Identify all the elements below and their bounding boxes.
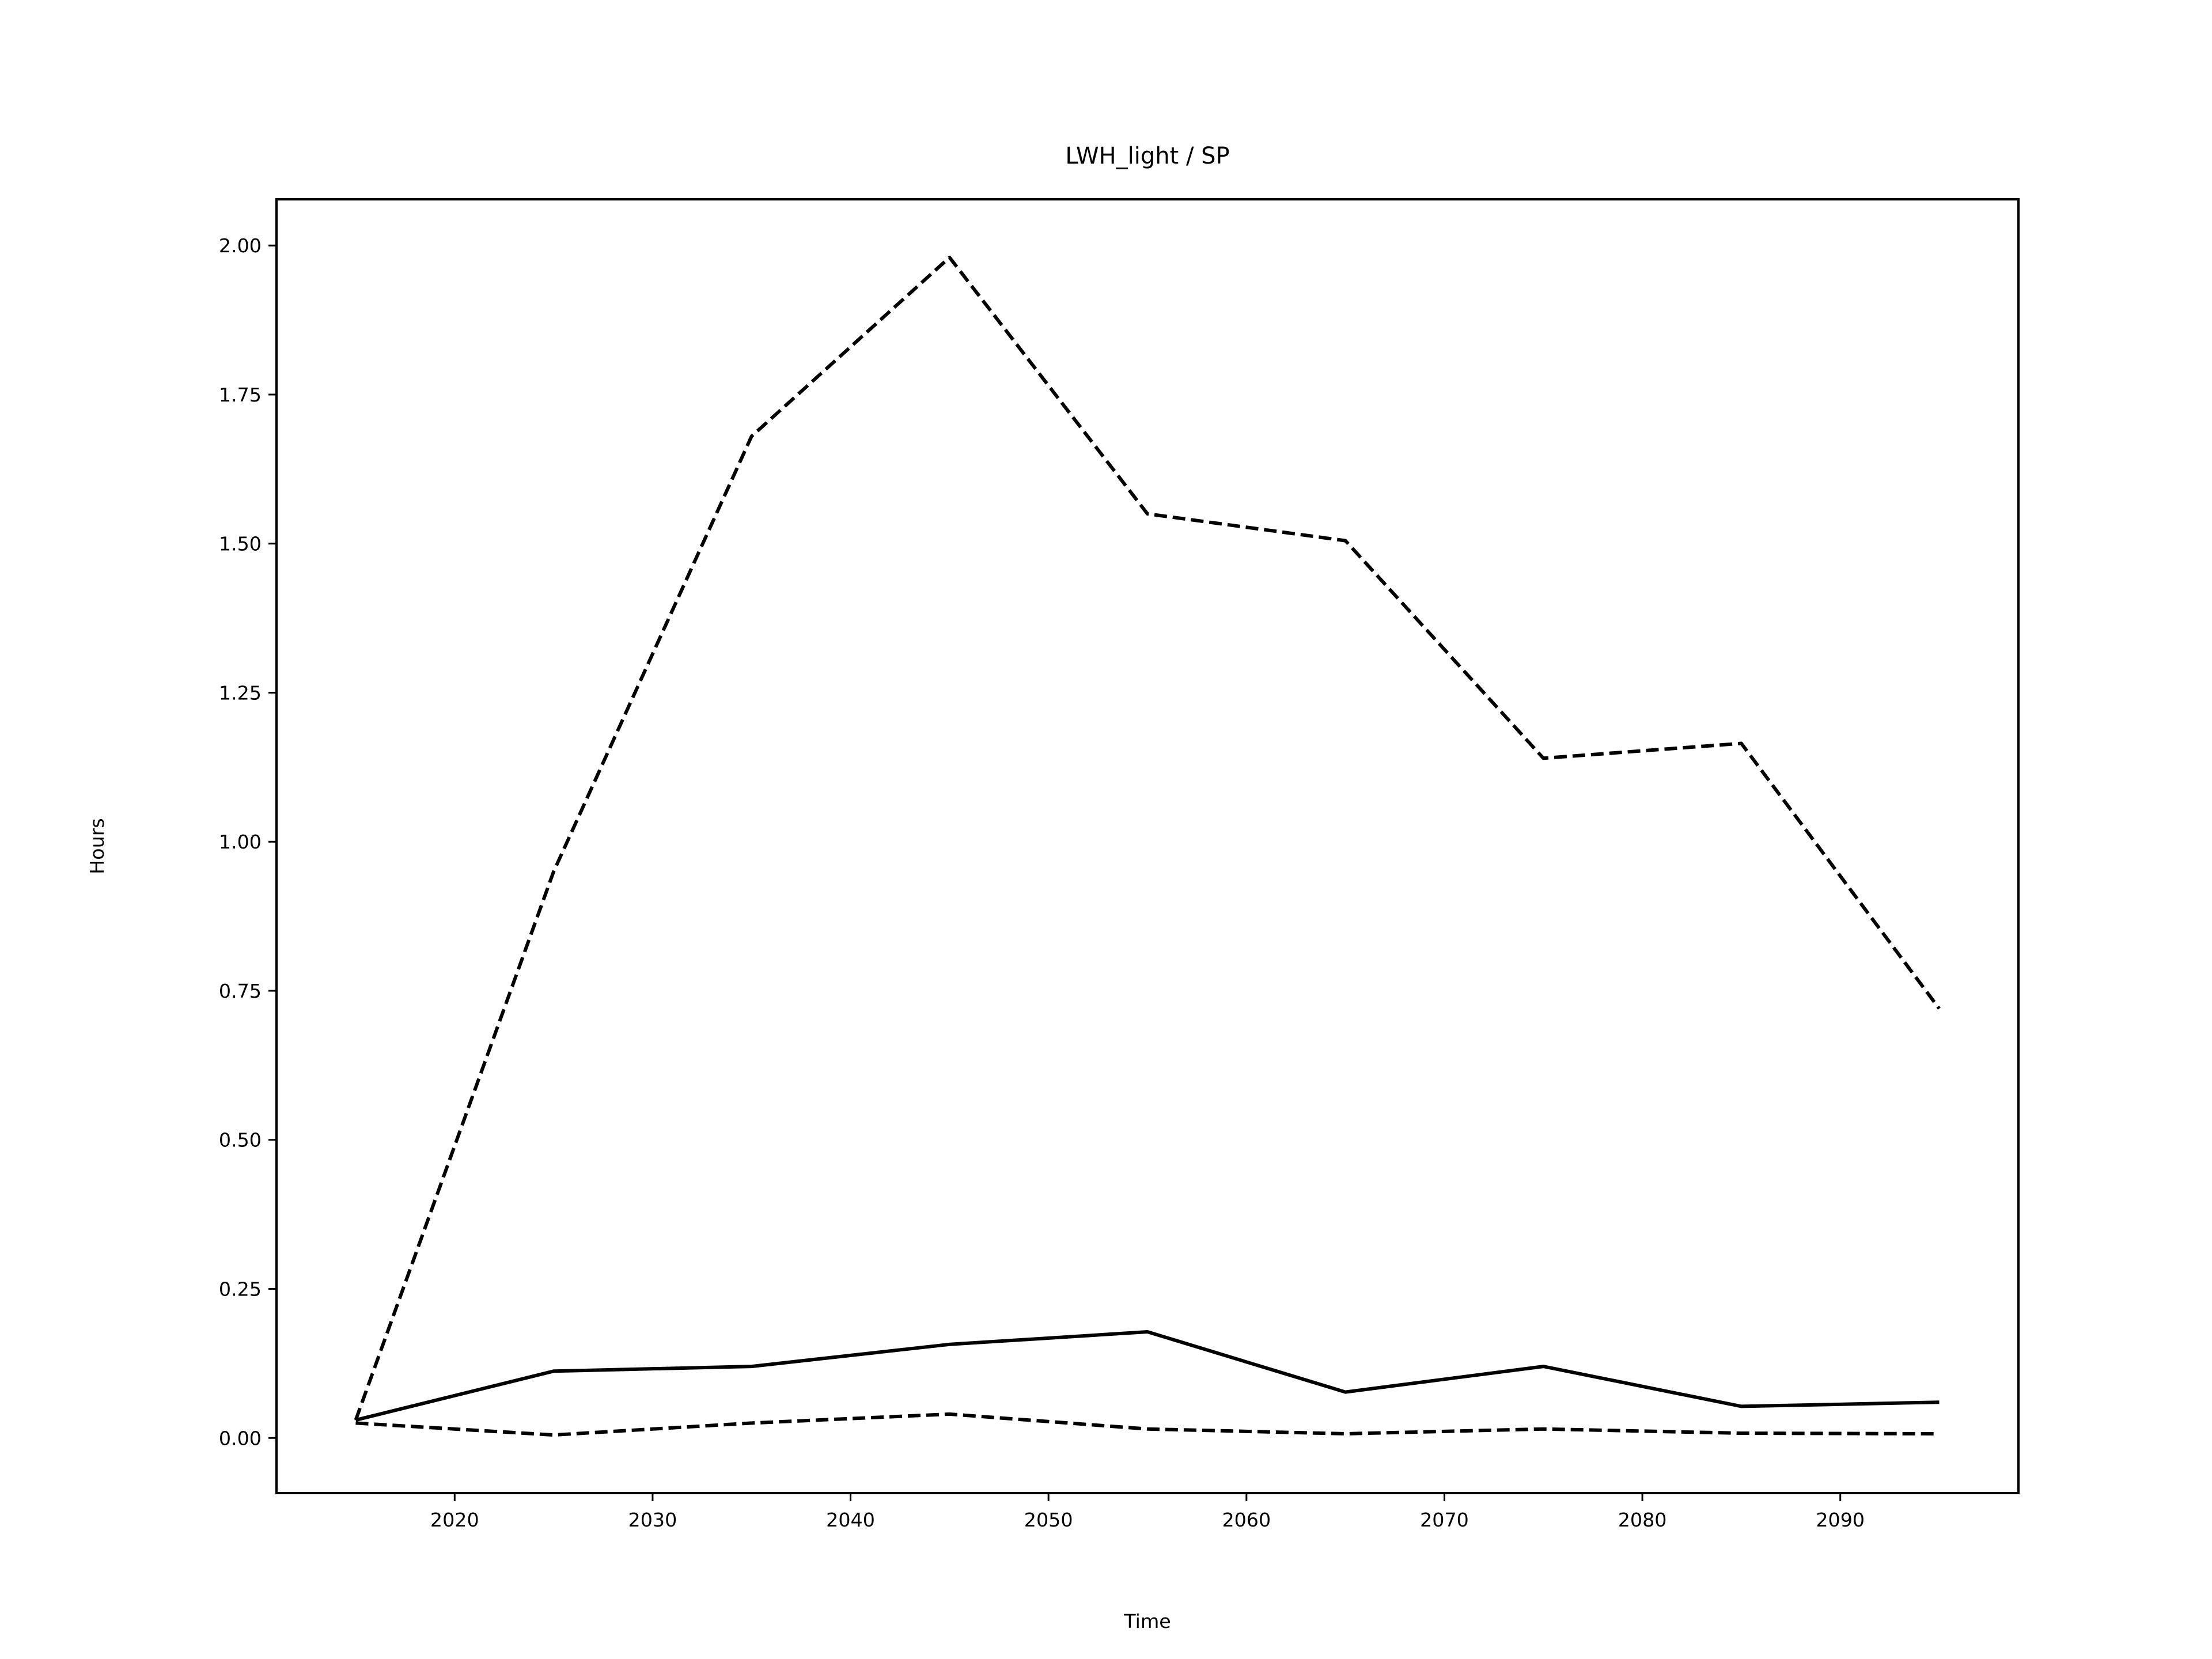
series-line-1-dashed — [354, 255, 1941, 1421]
series-layer — [354, 255, 1941, 1437]
y-tick-label: 1.75 — [219, 384, 262, 406]
y-tick-label: 1.00 — [219, 831, 262, 853]
x-tick-label: 2070 — [1420, 1509, 1469, 1531]
y-tick-label: 0.25 — [219, 1278, 262, 1301]
x-tick-label: 2030 — [628, 1509, 677, 1531]
x-tick-label: 2050 — [1024, 1509, 1073, 1531]
chart-title: LWH_light / SP — [1065, 143, 1229, 169]
y-axis: 0.00 0.25 0.50 0.75 1.00 1.25 1.50 1.75 2.00 — [219, 234, 276, 1449]
y-tick-label: 0.75 — [219, 980, 262, 1002]
y-tick-label: 2.00 — [219, 234, 262, 257]
y-tick-label: 0.00 — [219, 1427, 262, 1449]
x-axis-label: Time — [1123, 1610, 1171, 1633]
x-tick-label: 2090 — [1816, 1509, 1865, 1531]
x-tick-label: 2060 — [1222, 1509, 1271, 1531]
series-line-2-solid — [355, 1330, 1940, 1422]
x-tick-label: 2020 — [430, 1509, 479, 1531]
x-axis: 2020 2030 2040 2050 2060 2070 2080 2090 — [430, 1493, 1865, 1531]
plot-frame — [275, 198, 2020, 1494]
y-axis-label: Hours — [86, 818, 108, 874]
y-tick-label: 0.50 — [219, 1129, 262, 1152]
x-tick-label: 2080 — [1618, 1509, 1667, 1531]
x-tick-label: 2040 — [826, 1509, 875, 1531]
series-line-3-dashed — [355, 1412, 1940, 1437]
y-tick-label: 1.25 — [219, 681, 262, 704]
y-tick-label: 1.50 — [219, 533, 262, 555]
